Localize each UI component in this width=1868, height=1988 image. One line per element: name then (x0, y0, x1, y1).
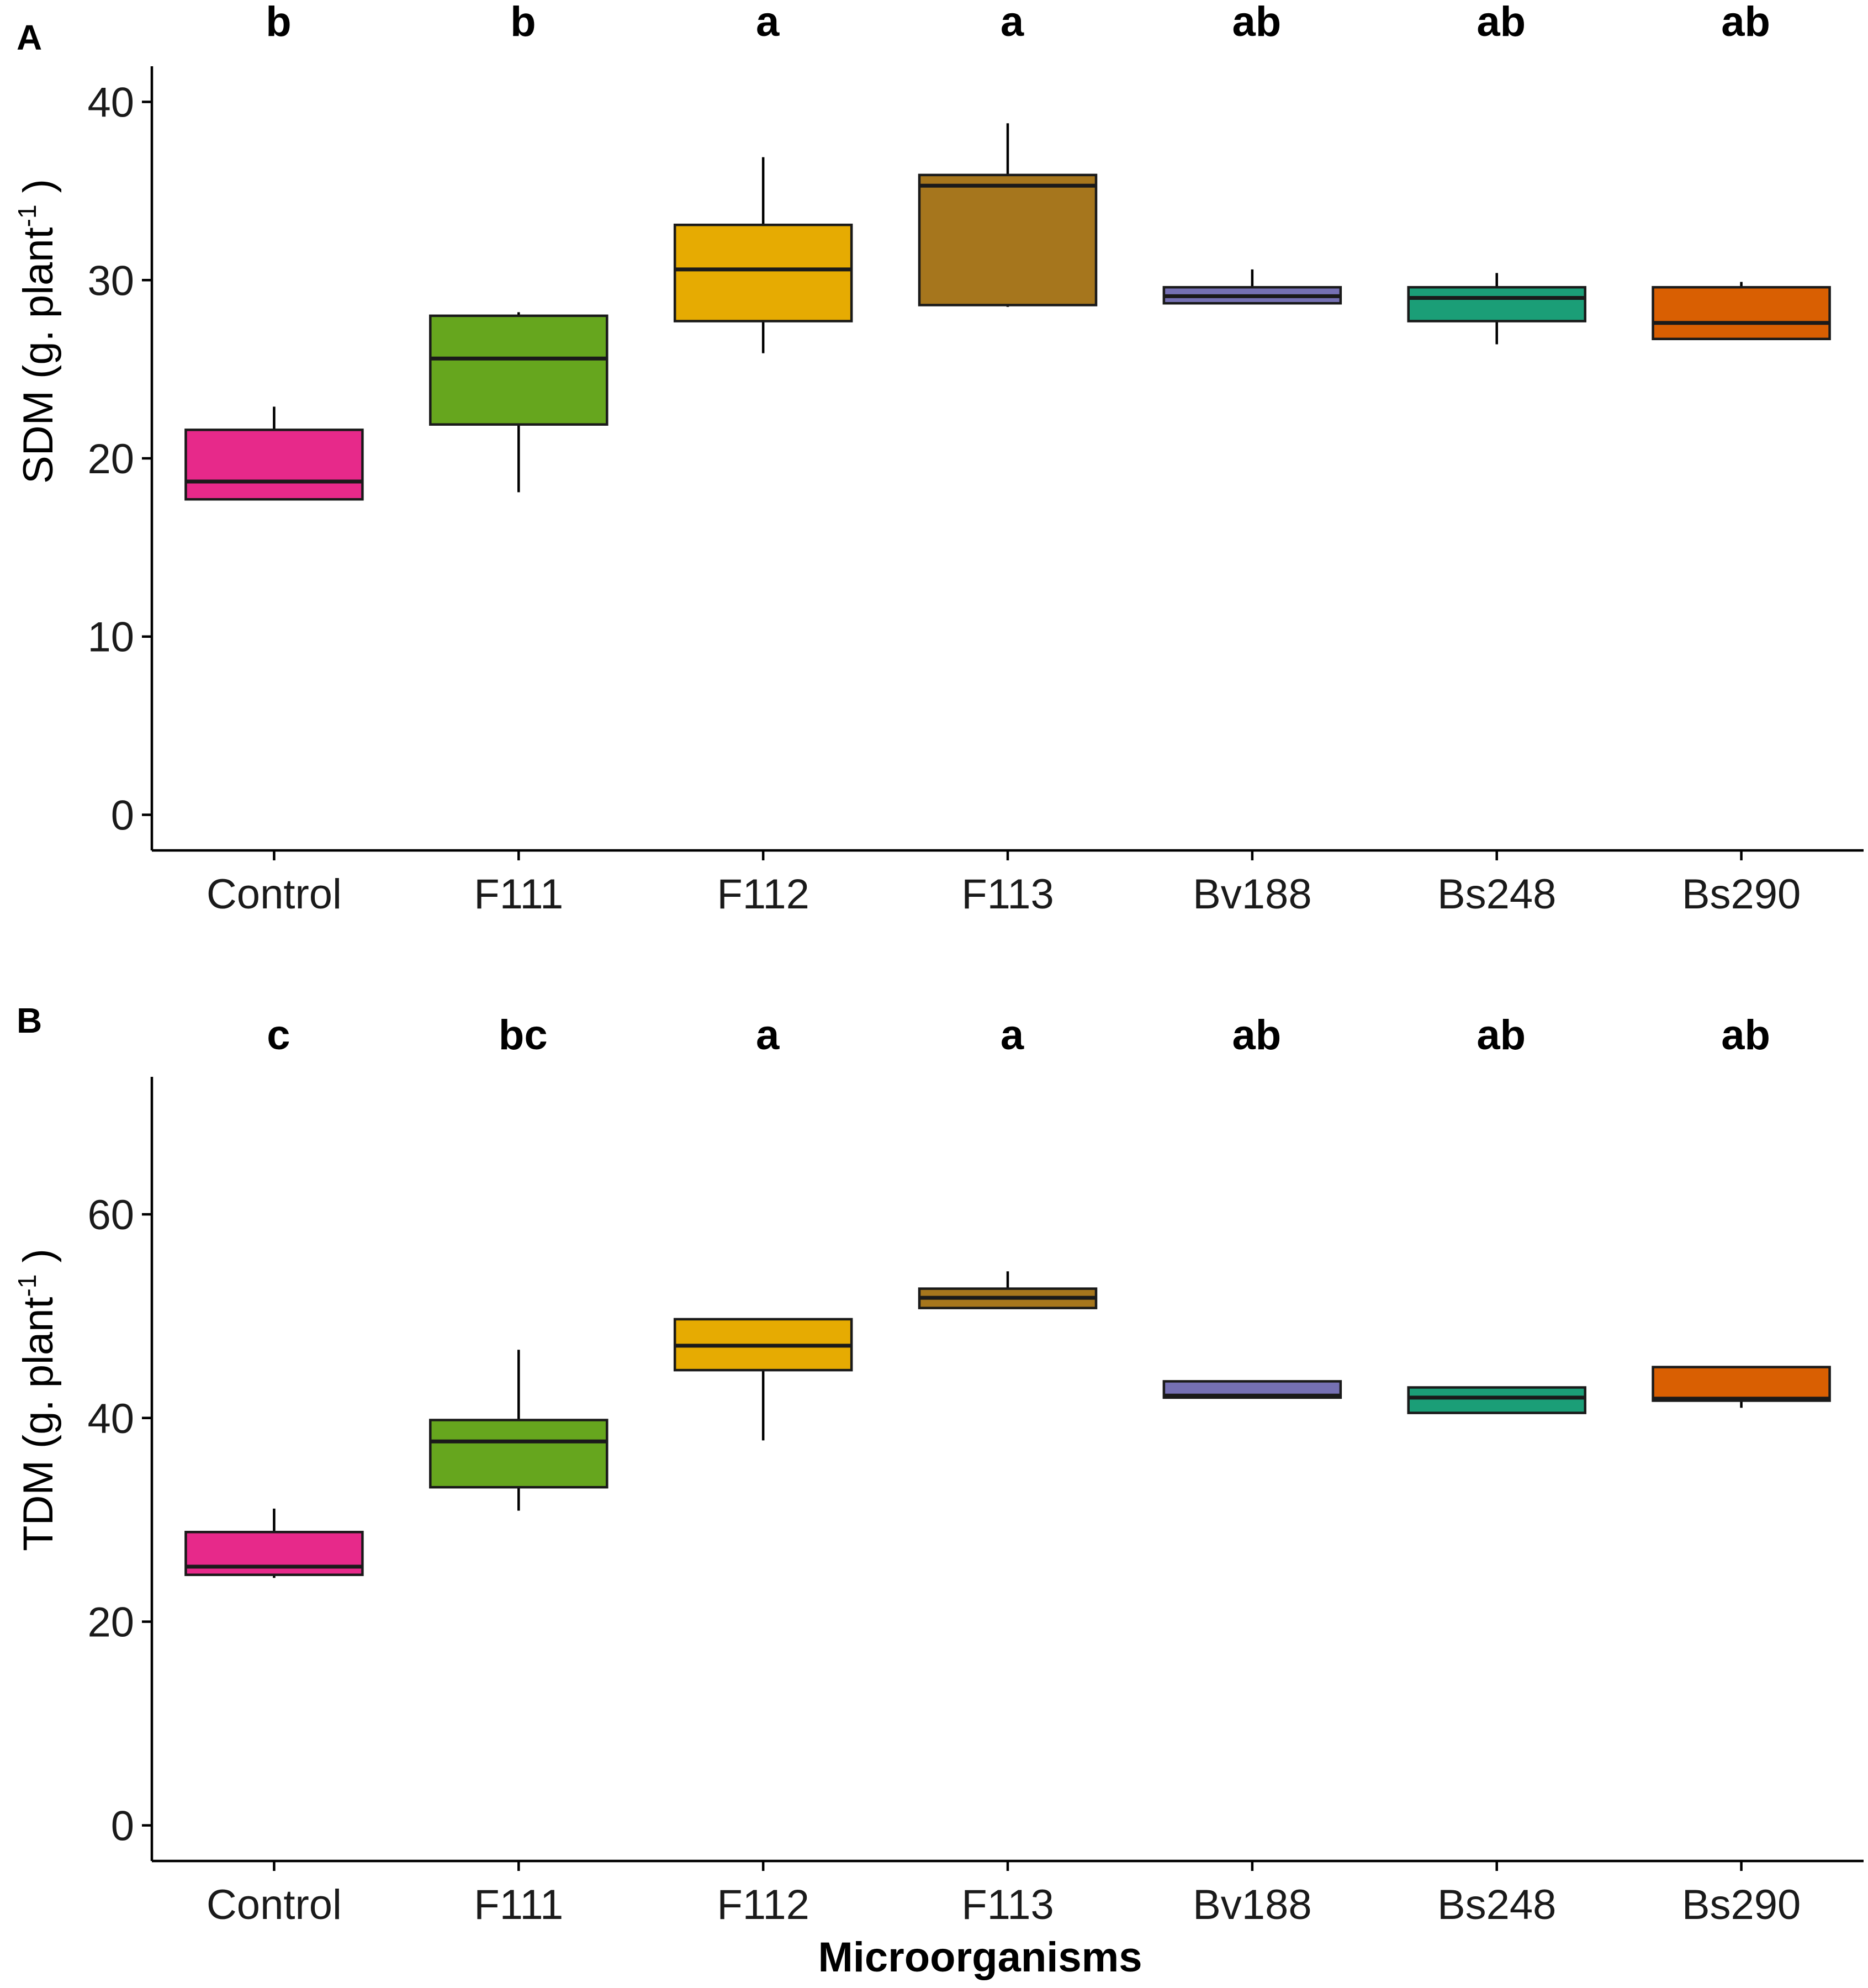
significance-letter: a (756, 1012, 780, 1059)
x-tick-label: Bv188 (1193, 871, 1312, 918)
x-tick-label: Bs248 (1437, 871, 1557, 918)
y-axis-title-end: ) (15, 179, 62, 204)
box-bs290 (1652, 1366, 1831, 1402)
significance-letter: b (266, 0, 291, 45)
y-axis-title-main: TDM (g. plant (15, 1297, 62, 1551)
box-control (184, 429, 364, 501)
box-bs248 (1407, 285, 1586, 322)
y-tick-label: 40 (87, 1395, 134, 1442)
x-tick-label: F111 (474, 1881, 563, 1928)
x-tick-label: Bv188 (1193, 1881, 1312, 1928)
box-f113 (918, 173, 1098, 306)
significance-letter: ab (1232, 1012, 1282, 1059)
significance-letter: bc (499, 1012, 548, 1059)
y-axis-title-superscript: -1 (13, 204, 41, 227)
y-tick-label: 20 (87, 1599, 134, 1646)
y-axis-title-superscript: -1 (13, 1275, 41, 1297)
y-axis-title: TDM (g. plant-1 ) (13, 1249, 62, 1551)
x-tick-label: F112 (717, 871, 809, 918)
panel-label: A (17, 18, 42, 57)
box-f111 (429, 314, 608, 426)
significance-letter: c (267, 1012, 290, 1059)
x-tick-label: F113 (961, 871, 1054, 918)
y-tick-label: 0 (111, 792, 134, 839)
box-bs248 (1407, 1386, 1586, 1414)
x-tick-label: F111 (474, 871, 563, 918)
significance-letter: ab (1477, 1012, 1526, 1059)
y-tick-label: 10 (87, 614, 134, 661)
panel-b: B 0 20 40 60 TDM (g. plant-1 ) Control c F111 bc F… (13, 1001, 1864, 1928)
box-bs290 (1652, 285, 1831, 341)
y-tick-label: 60 (87, 1192, 134, 1239)
x-tick-label: F112 (717, 1881, 809, 1928)
significance-letter: b (510, 0, 536, 45)
y-tick-label: 0 (111, 1802, 134, 1849)
panel-label: B (17, 1001, 42, 1040)
y-axis-title-end: ) (15, 1249, 62, 1274)
x-axis-title: Microorganisms (818, 1934, 1142, 1981)
x-tick-label: F113 (961, 1881, 1054, 1928)
box-f112 (673, 223, 853, 322)
significance-letter: a (1001, 0, 1024, 45)
y-axis-title-main: SDM (g. plant (15, 227, 62, 484)
x-tick-label: Bs290 (1682, 871, 1801, 918)
x-tick-label: Bs290 (1682, 1881, 1801, 1928)
y-tick-label: 30 (87, 257, 134, 304)
box-f111 (429, 1419, 608, 1489)
x-tick-label: Bs248 (1437, 1881, 1557, 1928)
y-axis-title: SDM (g. plant-1 ) (13, 179, 62, 484)
significance-letter: a (1001, 1012, 1024, 1059)
x-tick-label: Control (207, 871, 342, 918)
y-tick-label: 40 (87, 80, 134, 126)
y-tick-label: 20 (87, 436, 134, 483)
significance-letter: ab (1477, 0, 1526, 45)
panel-a: A 0 10 20 30 40 SDM (g. plant-1 ) Control b F111 b… (13, 0, 1864, 918)
significance-letter: ab (1232, 0, 1282, 45)
x-tick-label: Control (207, 1881, 342, 1928)
significance-letter: ab (1721, 1012, 1770, 1059)
significance-letter: ab (1721, 0, 1770, 45)
significance-letter: a (756, 0, 780, 45)
